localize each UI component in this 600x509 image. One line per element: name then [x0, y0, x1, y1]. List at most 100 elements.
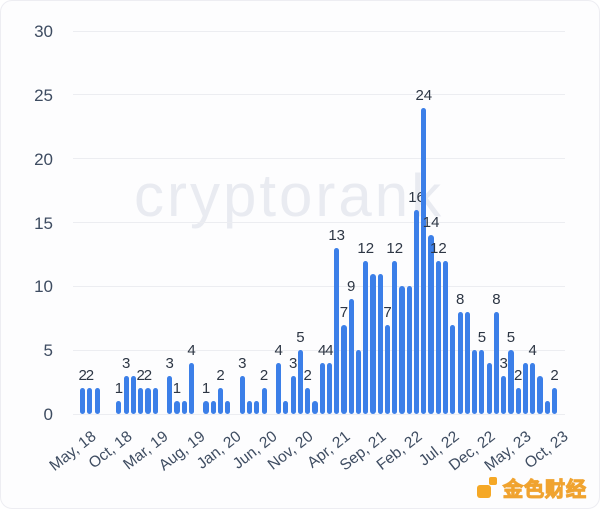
bar — [188, 362, 195, 414]
bar-value-label: 4 — [528, 341, 537, 359]
gridline — [73, 94, 565, 96]
bar — [319, 362, 325, 414]
bar — [370, 273, 376, 414]
bar — [181, 401, 187, 414]
bar-value-label: 24 — [415, 86, 433, 104]
bar-value-label: 2 — [85, 367, 95, 385]
bar — [116, 401, 122, 414]
bar-value-label: 2 — [136, 367, 145, 385]
bar — [384, 324, 391, 414]
bar — [123, 375, 129, 414]
bar-value-label: 1 — [172, 380, 182, 398]
bar-value-label: 7 — [383, 303, 392, 321]
y-axis-tick-label: 20 — [34, 149, 53, 169]
gridline — [73, 30, 565, 32]
bar-value-label: 3 — [499, 354, 508, 372]
brand-logo: 金色财经 — [476, 473, 587, 502]
bar — [464, 311, 470, 414]
bar — [472, 350, 478, 414]
bar — [276, 362, 282, 414]
bar — [290, 375, 296, 414]
gridline — [73, 349, 565, 351]
bar-value-label: 3 — [238, 354, 247, 372]
bar — [522, 362, 529, 414]
y-axis-tick-label: 0 — [43, 405, 53, 424]
bar — [217, 388, 224, 414]
bar — [486, 362, 492, 414]
bar — [508, 350, 514, 414]
bar-value-label: 12 — [386, 239, 404, 257]
y-axis-tick-label: 25 — [34, 85, 53, 105]
bar-value-label: 12 — [429, 239, 447, 257]
bar-value-label: 2 — [259, 367, 269, 385]
bar-value-label: 3 — [121, 354, 131, 372]
gridline — [73, 158, 565, 160]
bar — [493, 311, 499, 414]
bar-value-label: 3 — [288, 354, 298, 372]
bar-value-label: 3 — [165, 354, 174, 372]
bar — [261, 388, 267, 414]
bar-value-label: 5 — [506, 329, 516, 347]
bar — [457, 311, 463, 414]
jinse-logo-icon — [476, 476, 498, 499]
bar — [515, 388, 521, 414]
bar — [297, 350, 303, 414]
bar — [501, 375, 507, 414]
bar-value-label: 1 — [114, 380, 124, 398]
bar — [145, 388, 151, 414]
bar — [334, 248, 340, 414]
bar — [421, 107, 427, 414]
bar-value-label: 4 — [318, 341, 327, 359]
bar-value-label: 2 — [303, 367, 312, 385]
bar-value-label: 5 — [296, 329, 305, 347]
y-axis-tick-label: 30 — [34, 22, 53, 41]
bar — [138, 388, 144, 414]
bar — [94, 388, 100, 414]
bar — [283, 401, 289, 414]
bar-value-label: 8 — [492, 290, 501, 308]
bar-value-label: 1 — [201, 380, 211, 398]
bar — [312, 401, 318, 414]
bar — [130, 375, 136, 414]
bar — [413, 209, 420, 414]
bar — [377, 273, 383, 414]
bar-value-label: 8 — [455, 290, 465, 308]
bar — [174, 401, 180, 414]
watermark: cryptorank — [134, 162, 445, 229]
bar — [363, 260, 369, 414]
bar — [80, 388, 86, 414]
bar — [341, 324, 347, 414]
bar — [551, 388, 558, 414]
plot-area: 2 2 1 3 2 2 3 1 4 1 2 3 2 4 3 5 2 4 4 13 7 9 12 7 12 16 24 14 12 8 5 8 3… — [73, 30, 565, 415]
bar — [305, 388, 311, 414]
bar-value-label: 4 — [187, 341, 196, 359]
bar — [152, 388, 158, 414]
bar — [428, 235, 434, 414]
y-axis: 0 5 10 15 20 25 30 — [1, 22, 63, 424]
bar-value-label: 16 — [408, 188, 425, 206]
bar-value-label: 2 — [550, 367, 559, 385]
bar — [544, 401, 550, 414]
bar-value-label: 12 — [357, 239, 375, 257]
bar — [399, 286, 405, 414]
brand-logo-text: 金色财经 — [502, 478, 587, 501]
bar-value-label: 2 — [216, 367, 225, 385]
bar — [435, 260, 441, 414]
bar — [254, 401, 260, 414]
bar — [239, 375, 245, 414]
bar-value-label: 2 — [143, 367, 153, 385]
bar-value-label: 7 — [339, 303, 349, 321]
gridline — [73, 285, 565, 287]
bar — [479, 350, 485, 414]
bar — [348, 299, 354, 414]
bar-value-label: 2 — [78, 367, 87, 385]
bar-value-label: 13 — [328, 227, 346, 245]
bar-value-label: 14 — [422, 214, 440, 232]
bar-value-label: 2 — [514, 367, 523, 385]
bar — [392, 260, 398, 414]
bar — [537, 375, 543, 414]
y-axis-tick-label: 15 — [34, 213, 53, 233]
bar-value-label: 5 — [477, 329, 487, 347]
y-axis-tick-label: 5 — [43, 341, 53, 361]
bar-value-label: 4 — [325, 341, 334, 359]
